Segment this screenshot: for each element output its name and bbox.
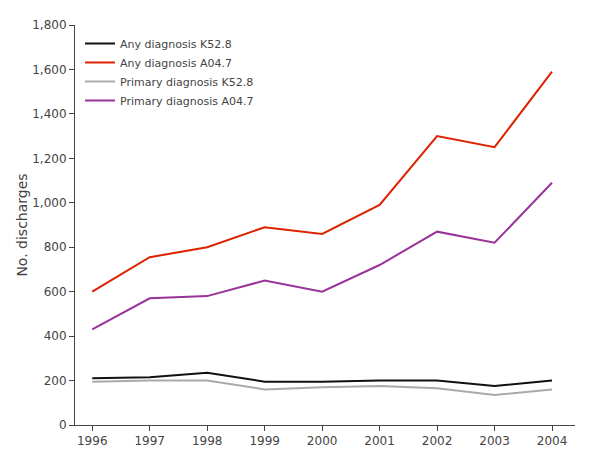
svg-text:2001: 2001 (364, 434, 395, 448)
svg-text:1,000: 1,000 (32, 196, 66, 210)
svg-text:2003: 2003 (479, 434, 510, 448)
svg-text:1,200: 1,200 (32, 152, 66, 166)
svg-text:1,400: 1,400 (32, 107, 66, 121)
svg-text:1,800: 1,800 (32, 18, 66, 32)
svg-text:400: 400 (44, 329, 67, 343)
svg-text:2000: 2000 (307, 434, 338, 448)
svg-text:Any diagnosis A04.7: Any diagnosis A04.7 (120, 57, 232, 70)
svg-text:2004: 2004 (537, 434, 568, 448)
svg-text:600: 600 (44, 285, 67, 299)
svg-text:No. discharges: No. discharges (14, 173, 30, 276)
svg-text:0: 0 (59, 418, 67, 432)
svg-text:Primary diagnosis K52.8: Primary diagnosis K52.8 (120, 76, 253, 89)
svg-text:1998: 1998 (192, 434, 223, 448)
svg-text:1,600: 1,600 (32, 63, 66, 77)
svg-text:200: 200 (44, 374, 67, 388)
svg-text:800: 800 (44, 240, 67, 254)
svg-text:2002: 2002 (422, 434, 453, 448)
svg-text:1996: 1996 (77, 434, 108, 448)
svg-text:1997: 1997 (134, 434, 165, 448)
svg-text:Primary diagnosis A04.7: Primary diagnosis A04.7 (120, 95, 254, 108)
svg-text:Any diagnosis K52.8: Any diagnosis K52.8 (120, 38, 232, 51)
svg-text:1999: 1999 (249, 434, 280, 448)
